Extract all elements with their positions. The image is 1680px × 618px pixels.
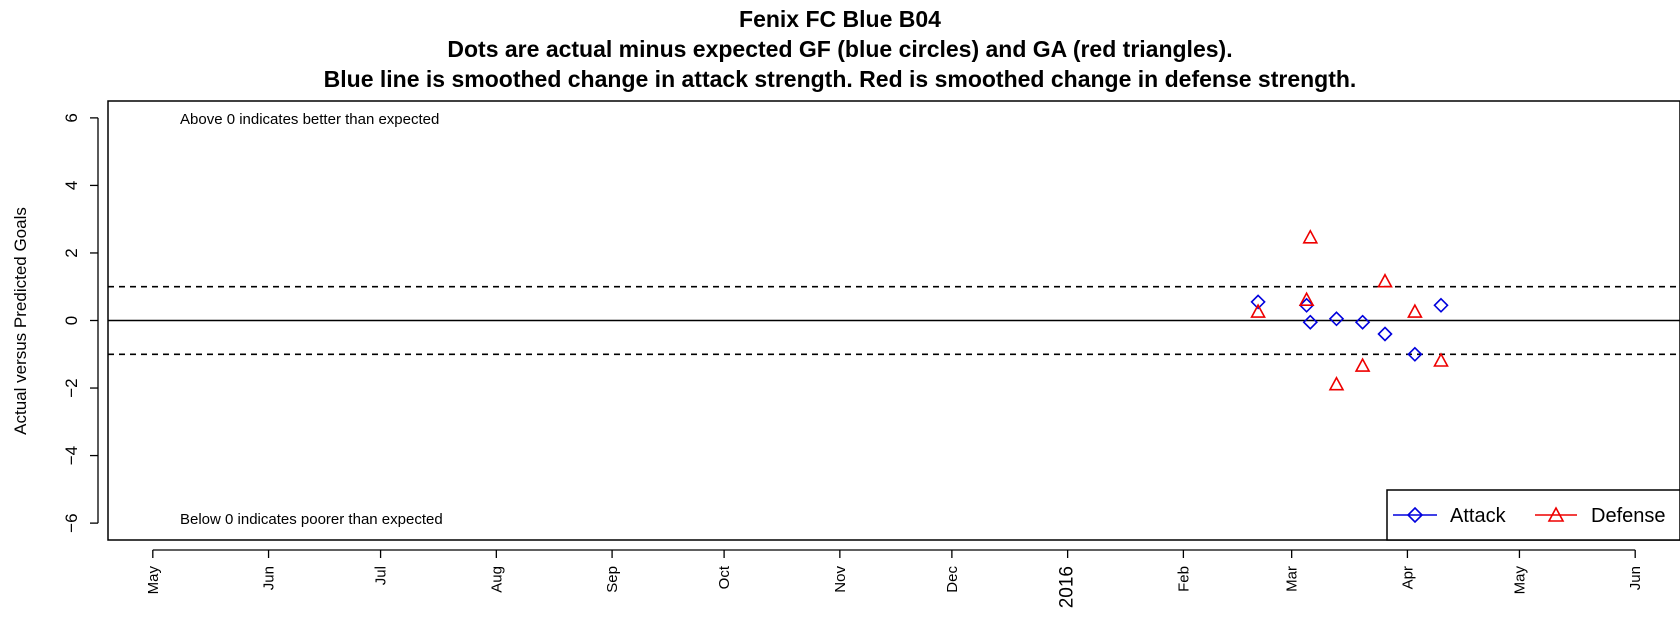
defense-point <box>1354 357 1371 372</box>
legend-defense-label: Defense <box>1591 505 1666 527</box>
x-tick-label: Mar <box>1284 566 1301 592</box>
x-tick-label: Jun <box>1627 566 1644 590</box>
defense-point <box>1433 352 1449 367</box>
annotation-above: Above 0 indicates better than expected <box>180 111 439 128</box>
y-tick-label: −6 <box>62 513 81 532</box>
reference-lines <box>108 285 1680 356</box>
x-tick-label: May <box>1511 566 1528 595</box>
x-tick-label: Dec <box>944 566 961 593</box>
x-tick-label: Jul <box>373 566 390 585</box>
legend-item-defense: Defense <box>1535 505 1666 527</box>
defense-point <box>1302 229 1319 244</box>
attack-point <box>1377 326 1393 342</box>
x-tick-label: May <box>145 566 162 595</box>
attack-point <box>1250 294 1266 310</box>
y-tick-label: 4 <box>62 181 81 190</box>
legend-attack-marker <box>1406 506 1424 524</box>
y-axis: −6 −4 −2 0 2 4 6 <box>62 113 99 533</box>
x-tick-label: Jun <box>261 566 278 590</box>
legend-attack-label: Attack <box>1450 505 1507 527</box>
x-tick-label: Feb <box>1175 566 1192 592</box>
attack-point <box>1302 314 1318 330</box>
chart-subtitle-1: Dots are actual minus expected GF (blue … <box>447 36 1232 62</box>
y-tick-label: 6 <box>62 113 81 122</box>
y-tick-label: 0 <box>62 316 81 325</box>
legend-item-attack: Attack <box>1393 505 1507 527</box>
attack-point <box>1298 297 1315 313</box>
attack-point <box>1407 346 1423 362</box>
x-tick-label: Oct <box>716 565 733 589</box>
x-tick-label: 2016 <box>1057 566 1078 608</box>
y-tick-label: 2 <box>62 248 81 257</box>
x-tick-label: Nov <box>832 566 849 593</box>
attack-point <box>1433 297 1449 313</box>
y-tick-label: −4 <box>62 446 81 465</box>
defense-point <box>1377 273 1393 288</box>
chart-subtitle-2: Blue line is smoothed change in attack s… <box>324 66 1357 92</box>
defense-point <box>1328 376 1345 391</box>
y-tick-label: −2 <box>62 378 81 397</box>
x-axis: May Jun Jul Aug Sep Oct Nov Dec 2016 Feb Mar Apr May… <box>145 549 1644 608</box>
x-tick-label: Aug <box>488 566 505 593</box>
data-points <box>1250 229 1449 391</box>
chart-title: Fenix FC Blue B04 <box>739 6 941 32</box>
y-axis-label: Actual versus Predicted Goals <box>11 207 30 435</box>
attack-point <box>1328 311 1345 327</box>
legend: Attack Defense <box>1386 489 1680 541</box>
x-tick-label: Apr <box>1399 566 1416 589</box>
x-tick-label: Sep <box>604 566 621 593</box>
attack-point <box>1354 314 1371 330</box>
defense-point <box>1298 291 1315 307</box>
defense-point <box>1407 303 1423 318</box>
defense-point <box>1250 303 1266 318</box>
legend-defense-marker <box>1547 506 1565 522</box>
annotation-below: Below 0 indicates poorer than expected <box>180 511 443 528</box>
